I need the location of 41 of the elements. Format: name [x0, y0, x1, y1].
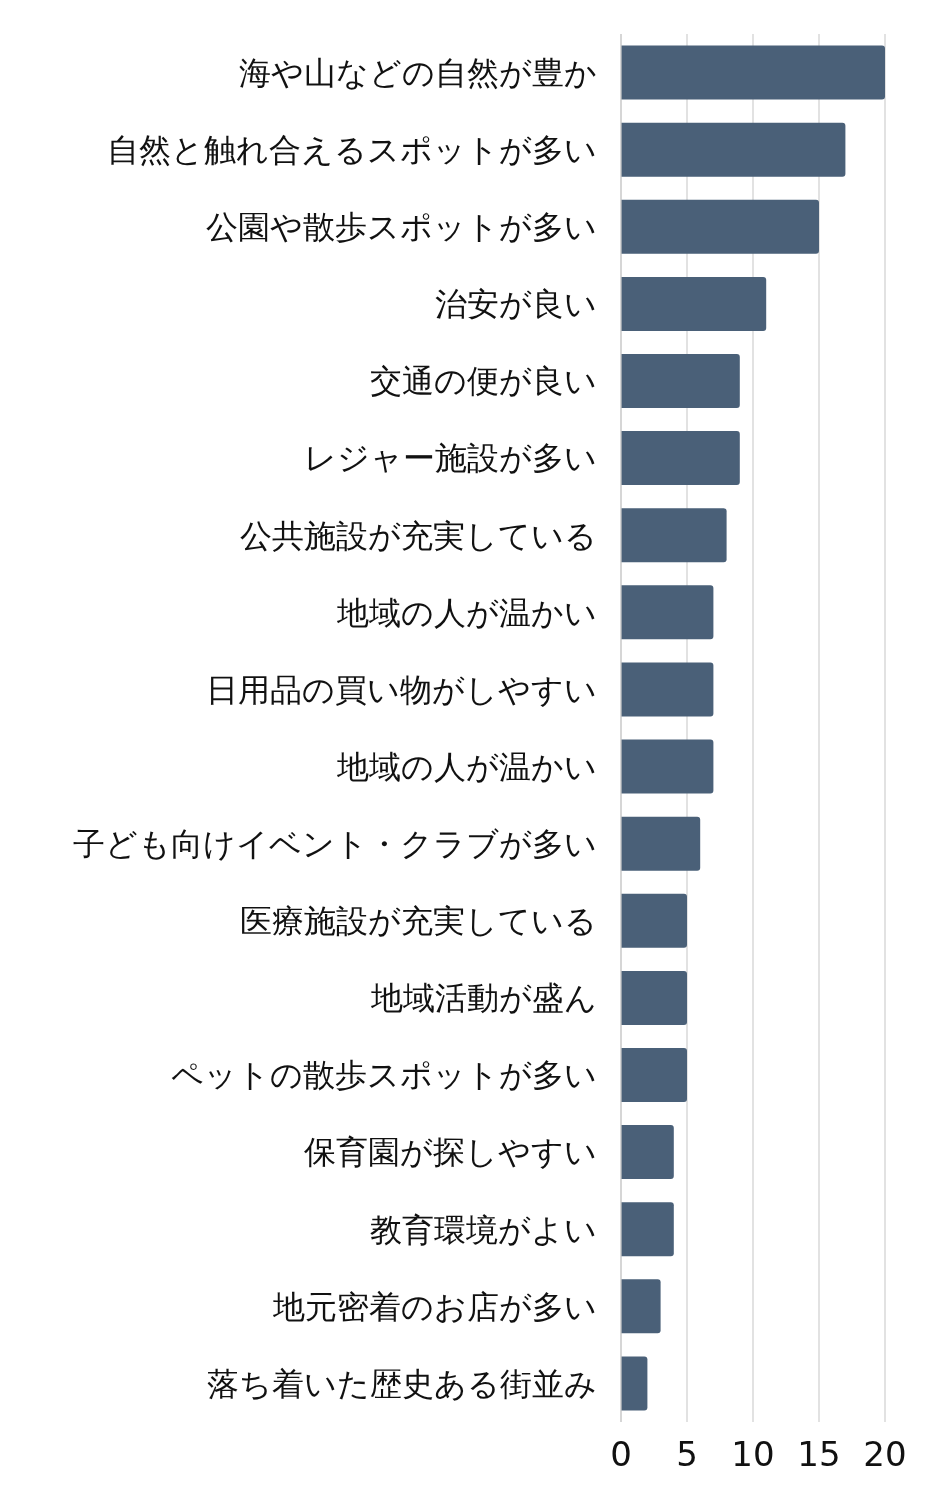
y-tick-label: 保育園が探しやすい: [304, 1133, 597, 1172]
bar: [621, 199, 819, 254]
bar: [621, 431, 740, 486]
x-tick-label: 20: [863, 1434, 907, 1475]
y-tick-label: ペットの散歩スポットが多い: [171, 1056, 597, 1095]
bar: [621, 508, 727, 563]
bar: [621, 585, 714, 640]
bar: [621, 1202, 674, 1257]
y-tick-label: 地域活動が盛ん: [370, 979, 597, 1018]
bar: [621, 45, 885, 100]
x-tick-label: 15: [797, 1434, 841, 1475]
bar: [621, 893, 687, 948]
y-tick-label: 公園や散歩スポットが多い: [206, 208, 597, 247]
y-tick-label: 落ち着いた歴史ある街並み: [207, 1364, 597, 1403]
y-tick-label: 日用品の買い物がしやすい: [206, 670, 597, 709]
y-tick-label: 地域の人が温かい: [336, 747, 597, 786]
bar: [621, 816, 701, 871]
y-tick-label: 公共施設が充実している: [240, 516, 597, 555]
bar: [621, 662, 714, 717]
bar: [621, 1279, 661, 1334]
bar: [621, 1356, 648, 1411]
x-tick-label: 10: [731, 1434, 775, 1475]
bar: [621, 122, 846, 177]
x-tick-label: 0: [610, 1434, 632, 1475]
y-tick-label: レジャー施設が多い: [304, 439, 597, 478]
y-tick-label: 医療施設が充実している: [240, 902, 597, 941]
y-tick-label: 地域の人が温かい: [336, 593, 597, 632]
y-tick-label: 地元密着のお店が多い: [272, 1287, 597, 1326]
y-tick-label: 海や山などの自然が豊か: [239, 53, 597, 92]
y-tick-label: 自然と触れ合えるスポットが多い: [107, 131, 597, 170]
bar: [621, 1125, 674, 1180]
bar: [621, 739, 714, 794]
bar: [621, 1048, 687, 1103]
x-tick-label: 5: [676, 1434, 698, 1475]
bar: [621, 276, 767, 331]
y-tick-label: 交通の便が良い: [370, 362, 597, 401]
y-tick-label: 子ども向けイベント・クラブが多い: [73, 825, 597, 864]
y-tick-label: 教育環境がよい: [370, 1210, 597, 1249]
y-tick-label: 治安が良い: [435, 285, 597, 324]
bar: [621, 354, 740, 409]
bar: [621, 970, 687, 1025]
